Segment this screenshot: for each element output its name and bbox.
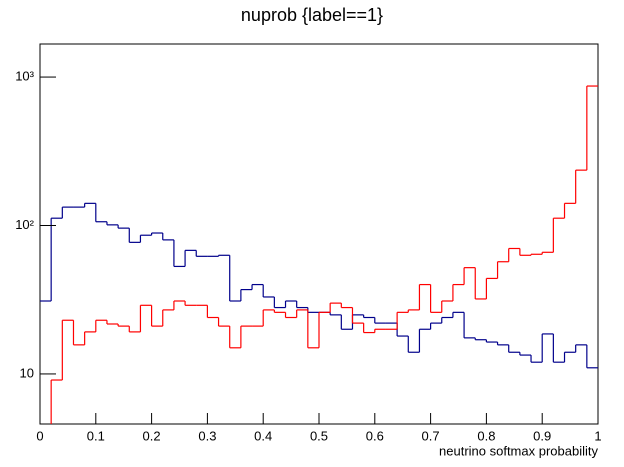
x-tick-label: 0.9 bbox=[533, 428, 551, 443]
x-tick-label: 1 bbox=[594, 428, 601, 443]
chart-title: nuprob {label==1} bbox=[241, 5, 383, 25]
y-tick-label: 10² bbox=[15, 217, 34, 232]
y-tick-label: 10³ bbox=[15, 68, 34, 83]
x-tick-label: 0.7 bbox=[422, 428, 440, 443]
x-tick-label: 0.3 bbox=[198, 428, 216, 443]
x-tick-label: 0.2 bbox=[143, 428, 161, 443]
plot-area bbox=[40, 85, 598, 424]
x-tick-label: 0.5 bbox=[310, 428, 328, 443]
plot-frame bbox=[39, 43, 599, 425]
x-tick-label: 0.4 bbox=[254, 428, 272, 443]
x-tick-label: 0.8 bbox=[477, 428, 495, 443]
x-tick-label: 0 bbox=[36, 428, 43, 443]
x-axis-label: neutrino softmax probability bbox=[439, 443, 598, 458]
x-tick-label: 0.1 bbox=[87, 428, 105, 443]
y-tick-label: 10 bbox=[20, 365, 34, 380]
x-tick-label: 0.6 bbox=[366, 428, 384, 443]
